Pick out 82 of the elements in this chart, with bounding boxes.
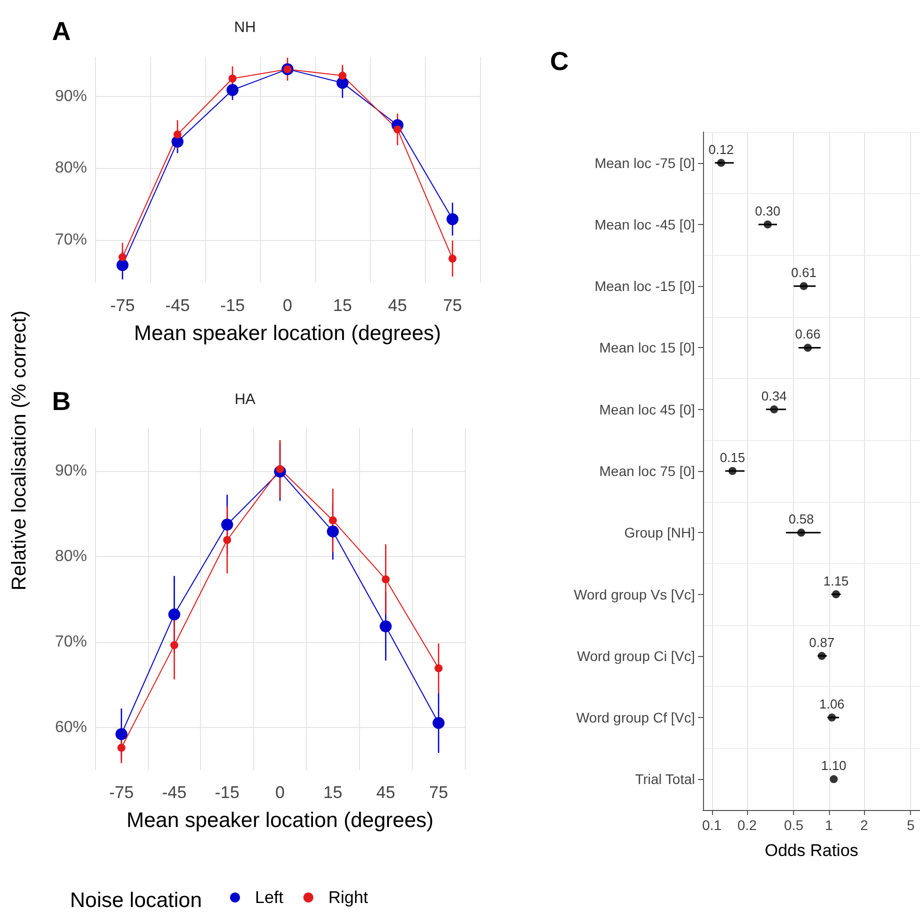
- y-tick-label: Mean loc -75 [0]: [594, 154, 695, 171]
- y-tick-label: Trial Total: [635, 771, 695, 788]
- text: C: [550, 46, 569, 76]
- x-tick-label: 45: [388, 296, 407, 315]
- point: [328, 516, 337, 524]
- point: [117, 744, 126, 752]
- y-tick-label: Group [NH]: [624, 524, 695, 541]
- x-tick-label: 2: [860, 817, 868, 833]
- data-label: 1.15: [823, 573, 849, 588]
- y-tick-label: Word group Ci [Vc]: [576, 648, 695, 664]
- y-tick-label: Mean loc -15 [0]: [594, 278, 695, 294]
- x-tick-label: 1: [825, 817, 834, 833]
- y-tick-label: 80%: [54, 160, 87, 177]
- point: [326, 525, 339, 538]
- point: [338, 72, 346, 80]
- x-tick-label: 0.5: [784, 817, 804, 833]
- point: [115, 728, 128, 740]
- chart-title: HA: [234, 391, 256, 408]
- x-tick-label: 75: [429, 783, 448, 802]
- y-tick-label: 80%: [54, 548, 87, 565]
- y-tick-label: Mean loc -45 [0]: [594, 216, 695, 232]
- data-label: 0.58: [788, 512, 814, 527]
- x-tick-label: 75: [443, 296, 462, 315]
- point: [228, 74, 236, 83]
- point: [174, 130, 182, 138]
- point: [446, 213, 458, 226]
- y-tick-label: 70%: [54, 231, 87, 248]
- x-tick-label: 0.2: [737, 817, 758, 833]
- legend-label: Right: [328, 888, 368, 907]
- x-tick-label: 45: [376, 783, 396, 802]
- legend-title: Noise location: [70, 889, 202, 912]
- x-axis-title: Odds Ratios: [764, 841, 858, 860]
- x-tick-label: 0.1: [702, 817, 722, 833]
- point: [380, 620, 392, 632]
- data-label: 0.30: [755, 203, 780, 218]
- data-label: 1.10: [821, 758, 846, 774]
- y-tick-label: Word group Vs [Vc]: [574, 586, 695, 602]
- y-tick-label: 70%: [54, 633, 87, 650]
- y-tick-label: 90%: [54, 88, 87, 105]
- x-tick-label: 0: [282, 296, 292, 315]
- text: A: [52, 16, 71, 46]
- y-tick-label: Mean loc 15 [0]: [599, 340, 695, 356]
- point: [434, 664, 443, 672]
- x-tick-label: -75: [109, 783, 134, 802]
- data-label: 0.66: [795, 326, 820, 342]
- data-label: 1.06: [819, 696, 845, 712]
- x-tick-label: -15: [214, 783, 240, 802]
- x-tick-label: -15: [220, 296, 245, 315]
- point: [118, 253, 126, 262]
- x-tick-label: -45: [162, 783, 187, 802]
- data-label: 0.34: [761, 388, 787, 404]
- data-label: 0.12: [708, 142, 734, 157]
- y-tick-label: Mean loc 75 [0]: [599, 463, 695, 479]
- point: [226, 84, 238, 96]
- point: [432, 716, 445, 729]
- y-tick-label: 90%: [54, 462, 87, 480]
- point: [221, 518, 234, 531]
- point: [394, 125, 402, 134]
- point: [382, 575, 390, 584]
- point: [170, 641, 178, 650]
- x-tick-label: 5: [906, 817, 915, 833]
- x-axis-title: Mean speaker location (degrees): [134, 322, 442, 345]
- point: [116, 259, 128, 272]
- x-tick-label: 0: [275, 783, 285, 802]
- point: [448, 254, 456, 263]
- x-axis-title: Mean speaker location (degrees): [126, 809, 434, 832]
- x-tick-label: 15: [323, 783, 342, 802]
- y-tick-label: Word group Cf [Vc]: [576, 710, 695, 726]
- y-axis-title: Relative localisation (% correct): [8, 310, 32, 590]
- x-tick-label: 15: [333, 296, 352, 315]
- y-tick-label: 60%: [54, 718, 87, 736]
- point: [168, 608, 180, 620]
- data-label: 0.15: [720, 450, 746, 465]
- y-tick-label: Mean loc 45 [0]: [599, 401, 695, 418]
- text: B: [52, 386, 71, 416]
- data-label: 0.87: [809, 634, 834, 650]
- data-label: 0.61: [791, 265, 816, 280]
- legend-label: Left: [255, 888, 284, 907]
- x-tick-label: -75: [110, 296, 135, 315]
- point: [223, 536, 232, 544]
- x-tick-label: -45: [165, 296, 190, 315]
- chart-title: NH: [234, 19, 256, 36]
